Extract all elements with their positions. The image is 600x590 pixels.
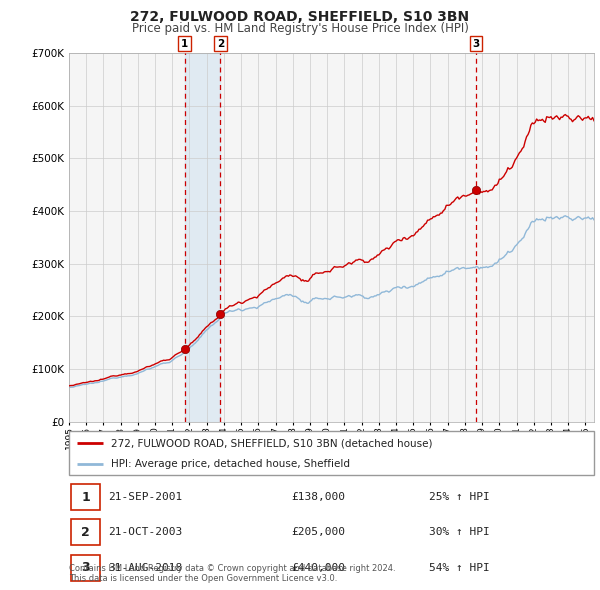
Text: 21-OCT-2003: 21-OCT-2003 (108, 527, 182, 537)
Text: 272, FULWOOD ROAD, SHEFFIELD, S10 3BN: 272, FULWOOD ROAD, SHEFFIELD, S10 3BN (130, 10, 470, 24)
Bar (71, 520, 100, 545)
Text: 31-AUG-2018: 31-AUG-2018 (108, 563, 182, 573)
Text: 2: 2 (81, 526, 90, 539)
Text: £205,000: £205,000 (291, 527, 345, 537)
Text: 272, FULWOOD ROAD, SHEFFIELD, S10 3BN (detached house): 272, FULWOOD ROAD, SHEFFIELD, S10 3BN (d… (111, 438, 433, 448)
Text: 30% ↑ HPI: 30% ↑ HPI (429, 527, 490, 537)
Text: 1: 1 (181, 39, 188, 49)
Text: 3: 3 (81, 561, 90, 575)
Text: 25% ↑ HPI: 25% ↑ HPI (429, 492, 490, 502)
Text: 54% ↑ HPI: 54% ↑ HPI (429, 563, 490, 573)
Bar (185, 53, 220, 422)
Text: 21-SEP-2001: 21-SEP-2001 (108, 492, 182, 502)
Text: Contains HM Land Registry data © Crown copyright and database right 2024.
This d: Contains HM Land Registry data © Crown c… (69, 563, 395, 583)
Text: £440,000: £440,000 (291, 563, 345, 573)
Text: 3: 3 (473, 39, 480, 49)
Text: Price paid vs. HM Land Registry's House Price Index (HPI): Price paid vs. HM Land Registry's House … (131, 22, 469, 35)
Bar (71, 484, 100, 510)
Text: £138,000: £138,000 (291, 492, 345, 502)
Text: 1: 1 (81, 490, 90, 504)
Text: HPI: Average price, detached house, Sheffield: HPI: Average price, detached house, Shef… (111, 459, 350, 469)
Bar (71, 555, 100, 581)
Text: 2: 2 (217, 39, 224, 49)
